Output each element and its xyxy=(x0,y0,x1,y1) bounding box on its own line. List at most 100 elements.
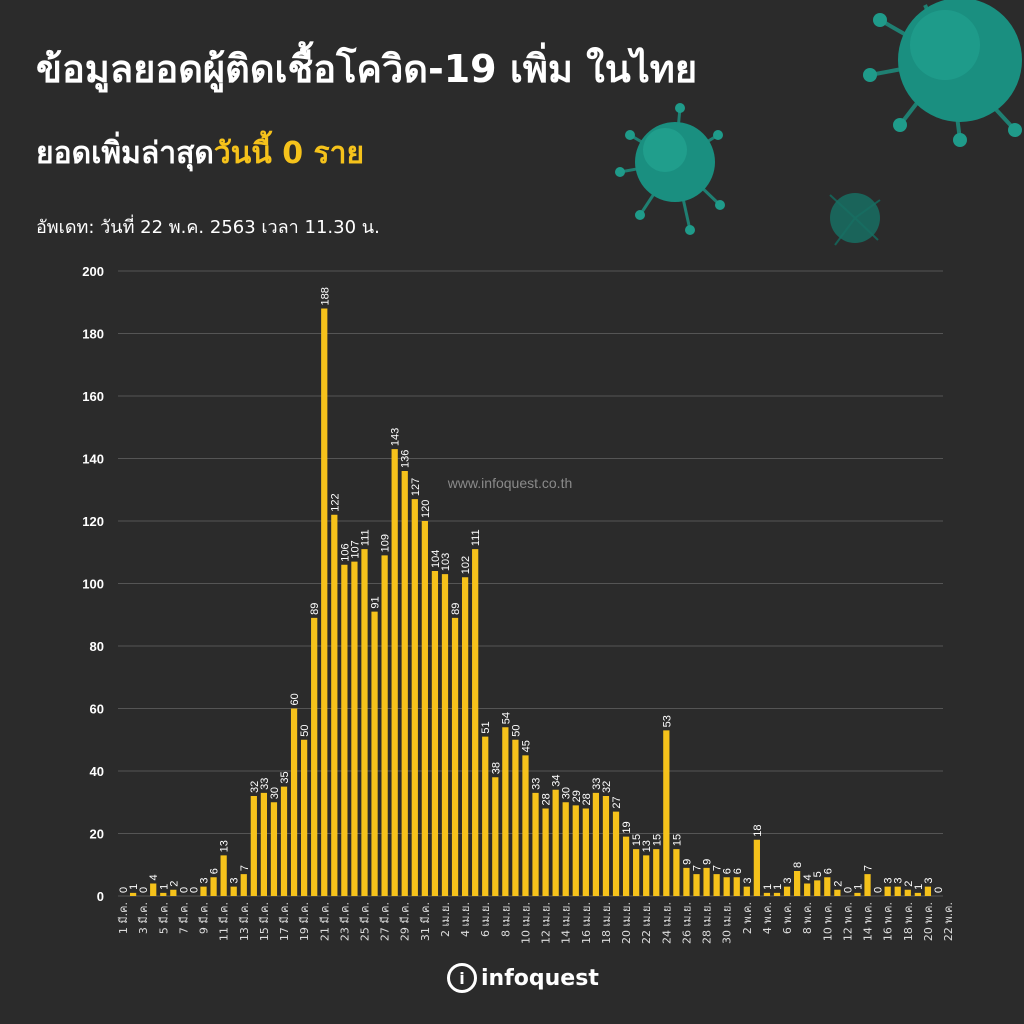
bar xyxy=(290,708,298,896)
bar-value-label: 34 xyxy=(551,775,563,787)
bar xyxy=(854,892,861,896)
bar xyxy=(311,617,318,896)
bar-value-label: 2 xyxy=(168,881,180,887)
y-tick-label: 180 xyxy=(82,327,104,342)
bar-value-label: 1 xyxy=(762,884,774,890)
bar xyxy=(773,892,781,896)
bar xyxy=(522,755,529,896)
bar-value-label: 3 xyxy=(893,878,905,884)
bar xyxy=(532,792,539,896)
bar-value-label: 28 xyxy=(581,793,593,805)
bar-value-label: 30 xyxy=(269,787,281,799)
bar xyxy=(663,730,670,896)
bar xyxy=(391,449,398,896)
bar-value-label: 127 xyxy=(410,478,422,496)
bar-value-label: 104 xyxy=(430,550,442,568)
infoquest-logo-text: infoquest xyxy=(481,965,599,991)
bar-value-label: 2 xyxy=(903,881,915,887)
bar-value-label: 53 xyxy=(661,715,673,727)
bar xyxy=(904,889,911,896)
y-tick-label: 80 xyxy=(90,639,104,654)
bar xyxy=(783,886,791,896)
bar xyxy=(129,892,137,896)
bar xyxy=(834,889,841,896)
virus-large-icon xyxy=(863,0,1022,147)
x-tick-label: 2 พ.ค. xyxy=(741,902,754,934)
bar-value-label: 3 xyxy=(782,878,794,884)
latest-count-subtitle: ยอดเพิ่มล่าสุดวันนี้ 0 ราย xyxy=(36,130,364,177)
bar xyxy=(401,471,408,896)
bar-value-label: 29 xyxy=(571,790,583,802)
x-tick-label: 13 มี.ค. xyxy=(238,902,251,941)
bar-value-label: 1 xyxy=(158,884,170,890)
bar xyxy=(804,883,811,896)
x-tick-label: 7 มี.ค. xyxy=(177,902,190,934)
bar xyxy=(270,802,278,896)
y-tick-label: 160 xyxy=(82,389,104,404)
y-tick-label: 200 xyxy=(82,264,104,279)
bar xyxy=(502,727,509,896)
bar-value-label: 0 xyxy=(178,887,190,893)
bar-value-label: 111 xyxy=(470,529,482,546)
bar xyxy=(814,880,821,896)
bar xyxy=(301,739,308,896)
bar xyxy=(441,574,449,896)
bar-value-label: 3 xyxy=(883,878,895,884)
bar-value-label: 9 xyxy=(702,859,714,865)
bar-value-label: 1 xyxy=(128,884,140,890)
bar-value-label: 120 xyxy=(420,500,432,518)
bar xyxy=(753,839,760,896)
virus-small-icon xyxy=(829,193,881,246)
x-tick-label: 18 พ.ค. xyxy=(902,902,915,941)
x-tick-label: 14 เม.ย. xyxy=(560,902,573,944)
bar-value-label: 109 xyxy=(380,534,392,552)
bar-value-label: 18 xyxy=(752,825,764,837)
virus-medium-icon xyxy=(615,103,725,235)
watermark-text: www.infoquest.co.th xyxy=(447,475,573,491)
bar xyxy=(622,836,630,896)
bar xyxy=(200,886,207,896)
x-tick-label: 8 เม.ย. xyxy=(499,902,512,937)
y-tick-label: 0 xyxy=(97,889,104,904)
bar-value-label: 33 xyxy=(591,778,603,790)
bar-value-label: 111 xyxy=(359,529,371,546)
x-tick-label: 21 มี.ค. xyxy=(318,902,331,941)
bar xyxy=(260,792,268,896)
bar-value-label: 2 xyxy=(832,881,844,887)
bar xyxy=(864,874,871,896)
y-tick-label: 40 xyxy=(90,764,104,779)
x-tick-label: 10 พ.ค. xyxy=(821,902,834,941)
bar xyxy=(542,808,549,896)
x-tick-label: 22 เม.ย. xyxy=(640,902,653,944)
bar xyxy=(451,617,459,896)
bar-value-label: 8 xyxy=(792,862,804,868)
bar-value-label: 13 xyxy=(219,840,231,852)
bar-value-label: 15 xyxy=(651,834,663,846)
x-tick-label: 14 พ.ค. xyxy=(862,902,875,941)
bar xyxy=(492,777,499,896)
x-tick-label: 3 มี.ค. xyxy=(137,902,150,934)
bar-value-label: 0 xyxy=(842,887,854,893)
x-tick-label: 2 เม.ย. xyxy=(439,902,452,937)
bar-value-label: 38 xyxy=(490,762,502,774)
x-tick-label: 5 มี.ค. xyxy=(157,902,170,934)
bar xyxy=(461,577,469,896)
x-tick-label: 12 พ.ค. xyxy=(841,902,854,941)
bar xyxy=(331,514,338,896)
bar-value-label: 89 xyxy=(309,603,321,615)
bar xyxy=(703,867,710,896)
bar xyxy=(693,874,700,896)
bar-value-label: 30 xyxy=(561,787,573,799)
bar xyxy=(793,871,801,896)
bar-value-label: 4 xyxy=(148,874,160,880)
bar-value-label: 136 xyxy=(400,450,412,468)
bar xyxy=(612,811,620,896)
bar xyxy=(562,802,569,896)
y-tick-label: 20 xyxy=(90,827,104,842)
bar xyxy=(723,877,730,896)
page-title: ข้อมูลยอดผู้ติดเชื้อโควิด-19 เพิ่ม ในไทย xyxy=(36,47,698,91)
x-tick-label: 8 พ.ค. xyxy=(801,902,814,934)
bar-value-label: 7 xyxy=(239,865,251,871)
bar xyxy=(361,549,368,896)
